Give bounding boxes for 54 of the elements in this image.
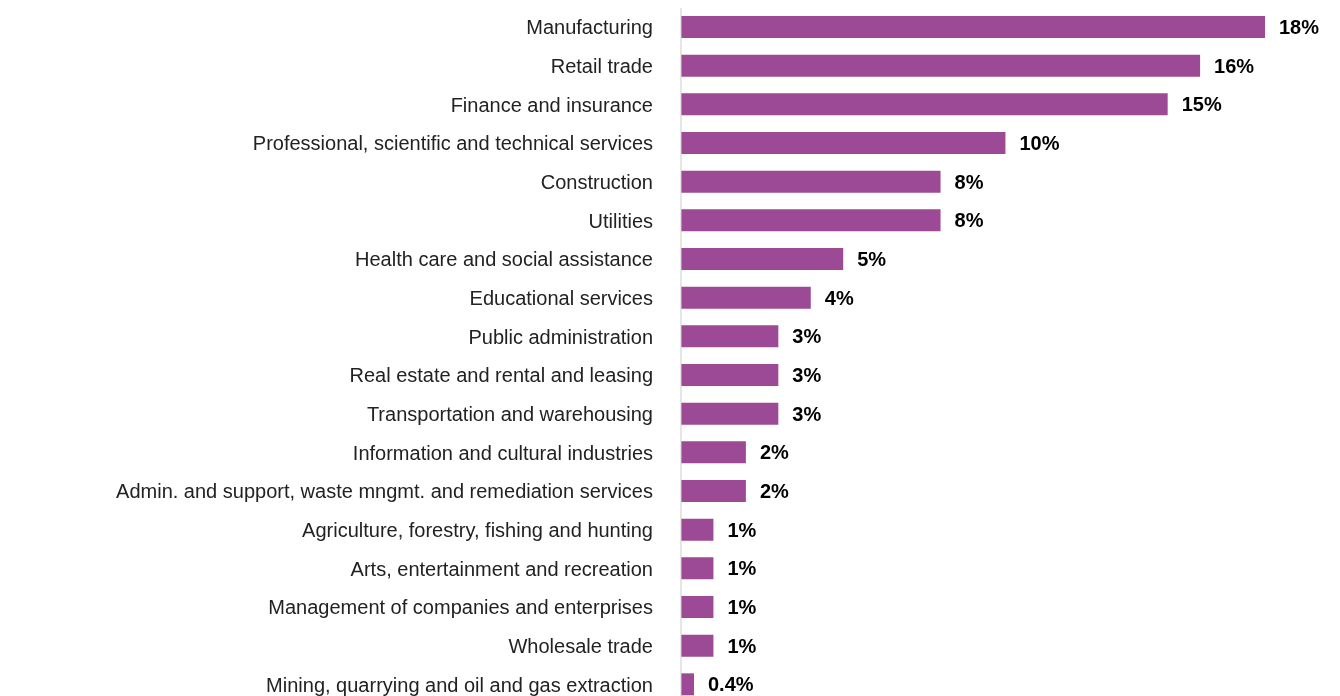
y-tick-label: Transportation and warehousing: [366, 403, 653, 426]
y-tick-label: Wholesale trade: [508, 635, 653, 658]
bar: [681, 596, 714, 618]
data-label: 1%: [727, 596, 757, 619]
data-label: 5%: [857, 248, 887, 271]
y-tick-label: Admin. and support, waste mngmt. and remediation services: [116, 480, 653, 503]
bar: [681, 364, 779, 386]
y-tick-label: Arts, entertainment and recreation: [350, 557, 653, 580]
y-tick-label: Real estate and rental and leasing: [349, 364, 653, 387]
bar: [681, 441, 746, 464]
y-tick-label: Finance and insurance: [450, 93, 653, 116]
y-tick-label: Information and cultural industries: [352, 441, 653, 464]
bar: [681, 402, 779, 425]
data-label: 8%: [954, 209, 984, 232]
bar: [681, 325, 779, 348]
y-tick-label: Agriculture, forestry, fishing and hunting: [302, 519, 653, 542]
bar: [681, 286, 811, 309]
data-label: 2%: [759, 480, 790, 503]
data-label: 1%: [727, 518, 757, 541]
data-label: 4%: [824, 286, 854, 309]
bar: [681, 93, 1168, 116]
data-label: 3%: [792, 325, 822, 348]
data-label: 15%: [1181, 93, 1222, 116]
data-label: 3%: [792, 364, 822, 387]
data-label: 1%: [727, 557, 757, 580]
data-label: 10%: [1019, 132, 1060, 155]
bar: [681, 16, 1265, 38]
y-tick-label: Management of companies and enterprises: [268, 596, 653, 619]
bar: [681, 248, 844, 270]
bar: [681, 54, 1201, 77]
bar: [681, 634, 714, 657]
data-label: 2%: [759, 441, 790, 464]
y-tick-label: Utilities: [588, 209, 653, 232]
bar: [681, 480, 746, 502]
y-tick-label: Health care and social assistance: [355, 248, 653, 271]
data-label: 8%: [954, 170, 984, 193]
data-label: 16%: [1214, 54, 1255, 77]
bar: [681, 557, 714, 580]
data-label: 3%: [792, 402, 822, 425]
bar: [681, 170, 941, 193]
data-label: 0.4%: [707, 673, 754, 696]
y-tick-label: Retail trade: [550, 55, 653, 78]
bar: [681, 673, 694, 696]
data-label: 1%: [727, 634, 757, 657]
y-tick-label: Professional, scientific and technical services: [252, 132, 653, 155]
bar: [681, 209, 941, 232]
y-tick-label: Manufacturing: [526, 16, 653, 39]
bar: [681, 132, 1006, 154]
bar: [681, 518, 714, 541]
y-tick-label: Educational services: [469, 287, 653, 310]
data-label: 18%: [1279, 16, 1320, 39]
y-tick-label: Mining, quarrying and oil and gas extraction: [266, 673, 653, 696]
y-tick-label: Public administration: [468, 325, 653, 348]
y-tick-label: Construction: [540, 171, 653, 194]
